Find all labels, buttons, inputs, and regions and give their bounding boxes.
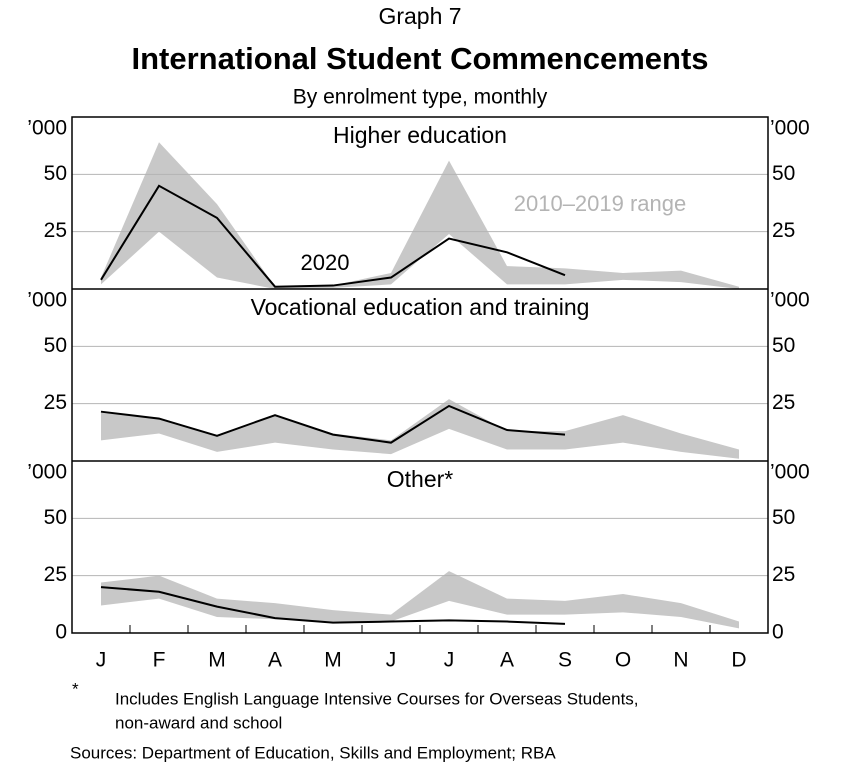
y-tick-label: 25 [44, 391, 67, 414]
y2-unit-label: ’000 [770, 461, 810, 484]
x-tick-label: O [615, 649, 631, 672]
y2-tick-label: 25 [772, 391, 795, 414]
x-tick-label: N [673, 649, 688, 672]
x-tick-label: F [153, 649, 166, 672]
footnote: non-award and school [115, 713, 282, 732]
x-tick-label: A [268, 649, 282, 672]
x-tick-label: D [731, 649, 746, 672]
x-tick-label: J [96, 649, 107, 672]
line-series [100, 586, 566, 625]
range-band [101, 571, 739, 629]
panel-title: Other* [387, 466, 454, 492]
y-tick-label: 50 [44, 162, 67, 185]
panel-title: Vocational education and training [251, 294, 590, 320]
y-tick-label: 50 [44, 506, 67, 529]
footnote-marker: * [72, 679, 79, 698]
y2-unit-label: ’000 [770, 117, 810, 140]
chart-subtitle: By enrolment type, monthly [293, 86, 548, 109]
y2-tick-label: 50 [772, 162, 795, 185]
series-annotation: 2010–2019 range [514, 191, 687, 216]
y-tick-label: 25 [44, 219, 67, 242]
y-tick-label: 50 [44, 334, 67, 357]
line-series [100, 404, 566, 444]
x-tick-label: J [386, 649, 397, 672]
x-tick-label: A [500, 649, 514, 672]
y2-tick-label: 50 [772, 334, 795, 357]
y-unit-label: ’000 [27, 461, 67, 484]
y2-tick-label: 25 [772, 563, 795, 586]
y-unit-label: ’000 [27, 289, 67, 312]
range-band [101, 399, 739, 459]
y2-unit-label: ’000 [770, 289, 810, 312]
chart-title: International Student Commencements [131, 41, 708, 76]
y2-tick-label: 25 [772, 219, 795, 242]
sources: Sources: Department of Education, Skills… [70, 743, 556, 762]
x-tick-label: J [444, 649, 455, 672]
x-tick-label: M [208, 649, 226, 672]
y2-tick-label: 0 [772, 621, 784, 644]
series-annotation: 2020 [301, 250, 350, 275]
x-tick-label: S [558, 649, 572, 672]
y2-tick-label: 50 [772, 506, 795, 529]
y-tick-label: 0 [55, 621, 67, 644]
range-band [101, 142, 739, 289]
line-series [100, 184, 566, 288]
y-tick-label: 25 [44, 563, 67, 586]
footnote: Includes English Language Intensive Cour… [115, 689, 639, 708]
graph-label: Graph 7 [378, 3, 461, 29]
y-unit-label: ’000 [27, 117, 67, 140]
x-tick-label: M [324, 649, 342, 672]
panel-title: Higher education [333, 122, 507, 148]
